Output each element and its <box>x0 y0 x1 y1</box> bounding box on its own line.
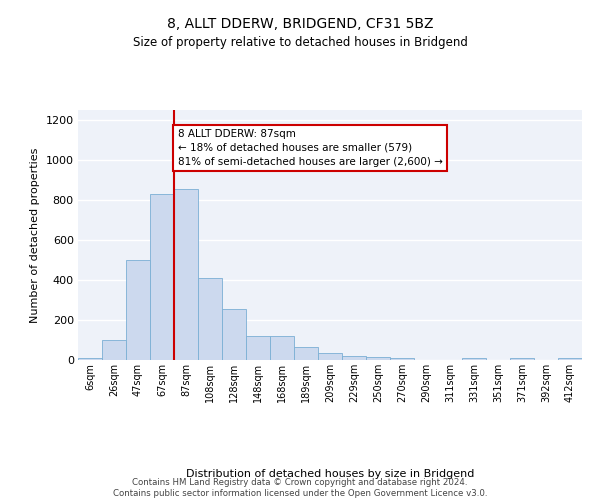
Bar <box>270 336 294 360</box>
Bar <box>342 356 366 360</box>
Bar <box>366 357 390 360</box>
Text: 8 ALLT DDERW: 87sqm
← 18% of detached houses are smaller (579)
81% of semi-detac: 8 ALLT DDERW: 87sqm ← 18% of detached ho… <box>178 129 442 167</box>
Bar <box>246 336 270 360</box>
Bar <box>78 358 102 360</box>
Y-axis label: Number of detached properties: Number of detached properties <box>30 148 40 322</box>
Bar <box>462 358 486 360</box>
X-axis label: Distribution of detached houses by size in Bridgend: Distribution of detached houses by size … <box>186 469 474 479</box>
Text: Contains HM Land Registry data © Crown copyright and database right 2024.
Contai: Contains HM Land Registry data © Crown c… <box>113 478 487 498</box>
Bar <box>222 309 246 360</box>
Bar <box>294 347 318 360</box>
Bar <box>102 340 126 360</box>
Bar <box>390 358 414 360</box>
Bar <box>198 278 222 360</box>
Bar <box>318 353 342 360</box>
Text: Size of property relative to detached houses in Bridgend: Size of property relative to detached ho… <box>133 36 467 49</box>
Bar <box>174 189 198 360</box>
Bar <box>558 358 582 360</box>
Bar <box>150 194 174 360</box>
Text: 8, ALLT DDERW, BRIDGEND, CF31 5BZ: 8, ALLT DDERW, BRIDGEND, CF31 5BZ <box>167 18 433 32</box>
Bar <box>126 260 150 360</box>
Bar <box>510 358 534 360</box>
